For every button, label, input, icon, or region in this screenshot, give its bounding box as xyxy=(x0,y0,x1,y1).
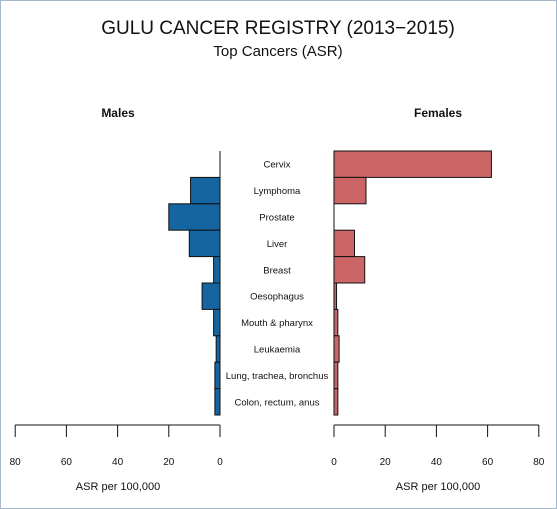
male-bar xyxy=(215,335,221,363)
females-axis-tick-label: 80 xyxy=(533,457,545,468)
female-bar xyxy=(333,176,367,205)
category-label: Cervix xyxy=(264,160,291,171)
female-bar xyxy=(333,335,340,363)
females-axis-tick-label: 20 xyxy=(380,457,392,468)
male-bar xyxy=(201,282,221,310)
category-label: Lymphoma xyxy=(254,186,301,197)
males-axis-tick-label: 60 xyxy=(61,457,73,468)
female-bar xyxy=(333,361,339,390)
male-bar xyxy=(168,203,221,231)
females-x-axis-label: ASR per 100,000 xyxy=(396,481,480,493)
female-bar xyxy=(333,229,355,258)
males-bars xyxy=(168,151,221,416)
male-bar xyxy=(190,176,221,205)
male-bar xyxy=(188,229,221,258)
male-bar xyxy=(214,361,221,390)
female-bar xyxy=(333,150,492,178)
females-axis-tick-label: 60 xyxy=(482,457,494,468)
females-axis-tick-label: 40 xyxy=(431,457,443,468)
males-axis-tick-label: 20 xyxy=(163,457,175,468)
category-label: Colon, rectum, anus xyxy=(234,397,319,408)
category-label: Breast xyxy=(263,265,291,276)
category-label: Oesophagus xyxy=(250,292,304,303)
chart-subtitle: Top Cancers (ASR) xyxy=(213,43,342,60)
category-label: Lung, trachea, bronchus xyxy=(226,371,329,382)
male-bar xyxy=(213,308,221,337)
male-bar xyxy=(214,388,221,416)
females-bars xyxy=(333,150,492,416)
category-labels: Cervix Lymphoma Prostate Liver Breast Oesopha… xyxy=(226,160,329,409)
males-panel-label: Males xyxy=(101,106,135,120)
female-bar xyxy=(333,256,366,284)
category-label: Leukaemia xyxy=(254,345,301,356)
category-label: Liver xyxy=(267,239,288,250)
females-panel-label: Females xyxy=(414,106,462,120)
males-axis-tick-label: 80 xyxy=(10,457,22,468)
male-bar xyxy=(213,256,221,284)
female-bar xyxy=(333,308,339,337)
males-axis-tick-label: 0 xyxy=(217,457,223,468)
category-label: Prostate xyxy=(259,213,294,224)
chart-title: GULU CANCER REGISTRY (2013−2015) xyxy=(101,18,455,39)
females-x-axis: 0 20 40 60 80 xyxy=(331,424,545,468)
males-x-axis-label: ASR per 100,000 xyxy=(76,481,160,493)
females-axis-tick-label: 0 xyxy=(331,457,337,468)
males-x-axis: 80 60 40 20 0 xyxy=(10,424,223,468)
category-label: Mouth & pharynx xyxy=(241,318,313,329)
female-bar xyxy=(333,388,339,416)
males-axis-tick-label: 40 xyxy=(112,457,124,468)
